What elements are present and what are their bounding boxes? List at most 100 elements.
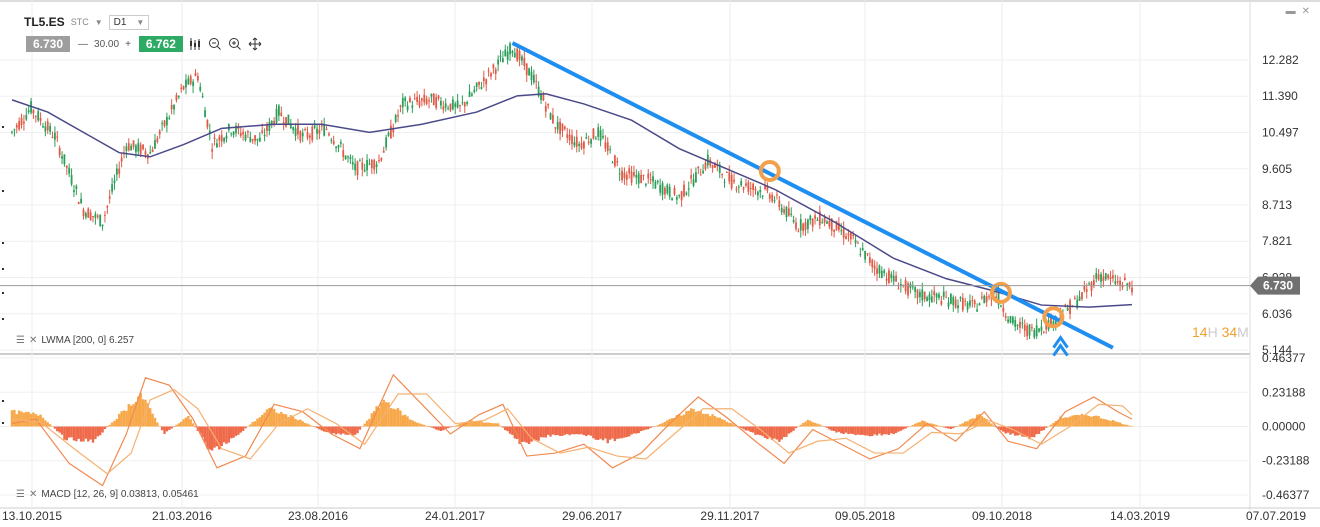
symbol-label[interactable]: TL5.ES <box>24 15 65 29</box>
quantity-stepper[interactable]: — 30.00 + <box>74 39 135 50</box>
candle-body <box>737 186 740 188</box>
macd-histogram-bar <box>1097 416 1100 427</box>
candle-body <box>961 297 964 311</box>
close-icon[interactable]: ✕ <box>1301 6 1310 17</box>
candle-body <box>135 145 137 153</box>
macd-histogram-bar <box>56 426 59 432</box>
macd-histogram-bar <box>616 426 619 439</box>
candle-body <box>528 68 531 76</box>
candle-body <box>330 139 333 141</box>
macd-histogram-bar <box>1078 415 1081 427</box>
sell-button[interactable]: 6.730 <box>26 36 71 52</box>
macd-histogram-bar <box>875 426 879 436</box>
candle-body <box>652 176 654 182</box>
macd-histogram-bar <box>658 424 662 427</box>
candle-body <box>780 207 783 213</box>
remove-indicator-icon[interactable]: ✕ <box>28 489 38 500</box>
macd-histogram-bar <box>165 426 169 432</box>
candle-body <box>440 100 442 106</box>
candle-body <box>590 139 592 144</box>
candle-body <box>890 273 893 279</box>
candle-body <box>247 131 249 133</box>
candle-body <box>168 117 171 119</box>
candle-body <box>635 175 638 178</box>
candle-body <box>926 297 928 302</box>
candle-body <box>478 81 480 85</box>
candle-body <box>94 213 97 218</box>
macd-histogram-bar <box>885 426 888 435</box>
candle-body <box>287 114 290 125</box>
macd-histogram-bar <box>780 426 783 440</box>
candle-body <box>1002 307 1005 312</box>
candle-body <box>339 142 342 144</box>
candle-body <box>985 296 988 303</box>
candle-body <box>104 214 106 216</box>
candle-body <box>628 168 631 174</box>
candle-body <box>194 73 197 76</box>
zoom-out-icon[interactable] <box>207 36 223 52</box>
macd-histogram-bar <box>253 421 257 427</box>
qty-value[interactable]: 30.00 <box>94 38 120 50</box>
candle-body <box>568 134 571 141</box>
remove-indicator-icon[interactable]: ✕ <box>28 335 38 346</box>
macd-signal-line <box>11 388 1133 475</box>
macd-histogram-bar <box>859 426 862 435</box>
macd-histogram-bar <box>501 426 505 428</box>
macd-histogram-bar <box>566 426 569 434</box>
minimize-icon[interactable]: ▬ <box>1285 6 1296 17</box>
candle-body <box>597 127 600 137</box>
candle-body <box>797 230 800 232</box>
candle-body <box>1107 274 1110 279</box>
candle-body <box>718 164 721 173</box>
macd-histogram-bar <box>342 426 345 434</box>
candle-body <box>394 115 397 123</box>
candle-body <box>876 268 878 275</box>
macd-histogram-bar <box>334 426 338 435</box>
macd-histogram-bar <box>365 420 369 427</box>
candle-body <box>342 150 345 158</box>
candle-body <box>618 173 621 175</box>
symbol-dropdown-icon[interactable]: ▼ <box>94 17 103 27</box>
macd-histogram-bar <box>575 426 578 435</box>
macd-histogram-bar <box>296 420 300 427</box>
candle-body <box>783 209 785 213</box>
macd-histogram-bar <box>840 426 843 434</box>
candle-body <box>899 283 902 287</box>
macd-histogram-bar <box>747 426 750 431</box>
macd-histogram-bar <box>208 426 211 450</box>
candle-body <box>1088 283 1091 285</box>
candle-body <box>68 167 71 174</box>
macd-histogram-bar <box>1016 426 1019 436</box>
qty-minus-button[interactable]: — <box>78 38 89 50</box>
candle-body <box>1097 274 1100 280</box>
candle-body <box>266 124 268 132</box>
candlestick-icon[interactable] <box>187 36 203 52</box>
macd-histogram-bar <box>215 426 219 447</box>
buy-button[interactable]: 6.762 <box>138 36 183 52</box>
macd-histogram-bar <box>890 426 893 434</box>
settings-list-icon[interactable]: ☰ <box>16 489 25 500</box>
candle-body <box>921 289 924 301</box>
candle-body <box>335 146 337 148</box>
timeframe-select[interactable]: D1 ▼ <box>108 14 150 30</box>
candle-body <box>406 105 409 111</box>
candle-body <box>823 217 826 223</box>
candle-body <box>151 149 154 153</box>
symbol-toolbar: TL5.ES STC ▼ D1 ▼ <box>24 12 150 32</box>
move-icon[interactable] <box>247 36 263 52</box>
macd-histogram-bar <box>656 425 659 427</box>
qty-plus-button[interactable]: + <box>125 38 131 50</box>
candle-body <box>621 170 623 181</box>
candle-body <box>506 51 509 60</box>
zoom-in-icon[interactable] <box>227 36 243 52</box>
macd-histogram-bar <box>711 414 714 427</box>
candle-body <box>99 214 102 227</box>
settings-list-icon[interactable]: ☰ <box>16 335 25 346</box>
macd-histogram-bar <box>137 396 140 427</box>
y-tick-label: 5.144 <box>1262 343 1292 357</box>
candle-body <box>1011 316 1014 324</box>
candle-body <box>92 215 94 217</box>
macd-histogram-bar <box>992 425 995 427</box>
candle-body <box>933 291 936 296</box>
